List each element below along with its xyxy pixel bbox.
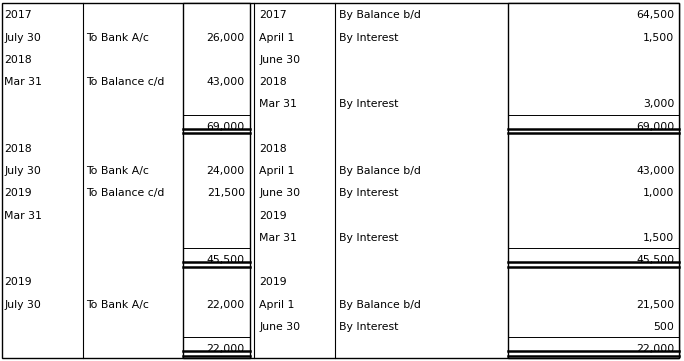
Text: Mar 31: Mar 31 bbox=[4, 77, 42, 87]
Text: 2018: 2018 bbox=[4, 55, 31, 65]
Text: 2018: 2018 bbox=[259, 77, 287, 87]
Text: July 30: July 30 bbox=[4, 166, 41, 176]
Text: By Interest: By Interest bbox=[339, 188, 398, 198]
Text: 22,000: 22,000 bbox=[636, 344, 674, 354]
Text: To Bank A/c: To Bank A/c bbox=[86, 300, 149, 309]
Text: 2019: 2019 bbox=[259, 277, 287, 287]
Text: 69,000: 69,000 bbox=[636, 122, 674, 131]
Text: 43,000: 43,000 bbox=[636, 166, 674, 176]
Text: June 30: June 30 bbox=[259, 322, 300, 332]
Text: 45,500: 45,500 bbox=[636, 255, 674, 265]
Text: By Balance b/d: By Balance b/d bbox=[339, 166, 421, 176]
Text: 22,000: 22,000 bbox=[207, 300, 245, 309]
Text: 2019: 2019 bbox=[4, 277, 31, 287]
Text: July 30: July 30 bbox=[4, 32, 41, 43]
Text: 26,000: 26,000 bbox=[207, 32, 245, 43]
Text: June 30: June 30 bbox=[259, 55, 300, 65]
Text: 2018: 2018 bbox=[4, 144, 31, 154]
Text: 2017: 2017 bbox=[4, 10, 31, 20]
Text: Mar 31: Mar 31 bbox=[259, 233, 297, 243]
Text: 3,000: 3,000 bbox=[643, 99, 674, 109]
Text: 69,000: 69,000 bbox=[207, 122, 245, 131]
Text: By Interest: By Interest bbox=[339, 322, 398, 332]
Text: Mar 31: Mar 31 bbox=[4, 210, 42, 221]
Text: 2018: 2018 bbox=[259, 144, 287, 154]
Text: To Bank A/c: To Bank A/c bbox=[86, 166, 149, 176]
Text: By Interest: By Interest bbox=[339, 99, 398, 109]
Text: 43,000: 43,000 bbox=[207, 77, 245, 87]
Text: 22,000: 22,000 bbox=[207, 344, 245, 354]
Text: 64,500: 64,500 bbox=[636, 10, 674, 20]
Text: April 1: April 1 bbox=[259, 300, 295, 309]
Text: 21,500: 21,500 bbox=[636, 300, 674, 309]
Text: 24,000: 24,000 bbox=[207, 166, 245, 176]
Text: By Balance b/d: By Balance b/d bbox=[339, 300, 421, 309]
Text: 2019: 2019 bbox=[4, 188, 31, 198]
Text: April 1: April 1 bbox=[259, 166, 295, 176]
Text: Mar 31: Mar 31 bbox=[259, 99, 297, 109]
Text: 1,500: 1,500 bbox=[643, 32, 674, 43]
Text: July 30: July 30 bbox=[4, 300, 41, 309]
Text: 21,500: 21,500 bbox=[207, 188, 245, 198]
Bar bbox=[508, 3, 679, 358]
Text: By Balance b/d: By Balance b/d bbox=[339, 10, 421, 20]
Bar bbox=[183, 3, 250, 358]
Text: 500: 500 bbox=[653, 322, 674, 332]
Text: To Balance c/d: To Balance c/d bbox=[86, 188, 165, 198]
Text: By Interest: By Interest bbox=[339, 233, 398, 243]
Text: April 1: April 1 bbox=[259, 32, 295, 43]
Text: To Bank A/c: To Bank A/c bbox=[86, 32, 149, 43]
Text: 2019: 2019 bbox=[259, 210, 287, 221]
Text: 45,500: 45,500 bbox=[207, 255, 245, 265]
Text: 1,500: 1,500 bbox=[643, 233, 674, 243]
Text: By Interest: By Interest bbox=[339, 32, 398, 43]
Text: June 30: June 30 bbox=[259, 188, 300, 198]
Text: 1,000: 1,000 bbox=[643, 188, 674, 198]
Text: To Balance c/d: To Balance c/d bbox=[86, 77, 165, 87]
Text: 2017: 2017 bbox=[259, 10, 287, 20]
